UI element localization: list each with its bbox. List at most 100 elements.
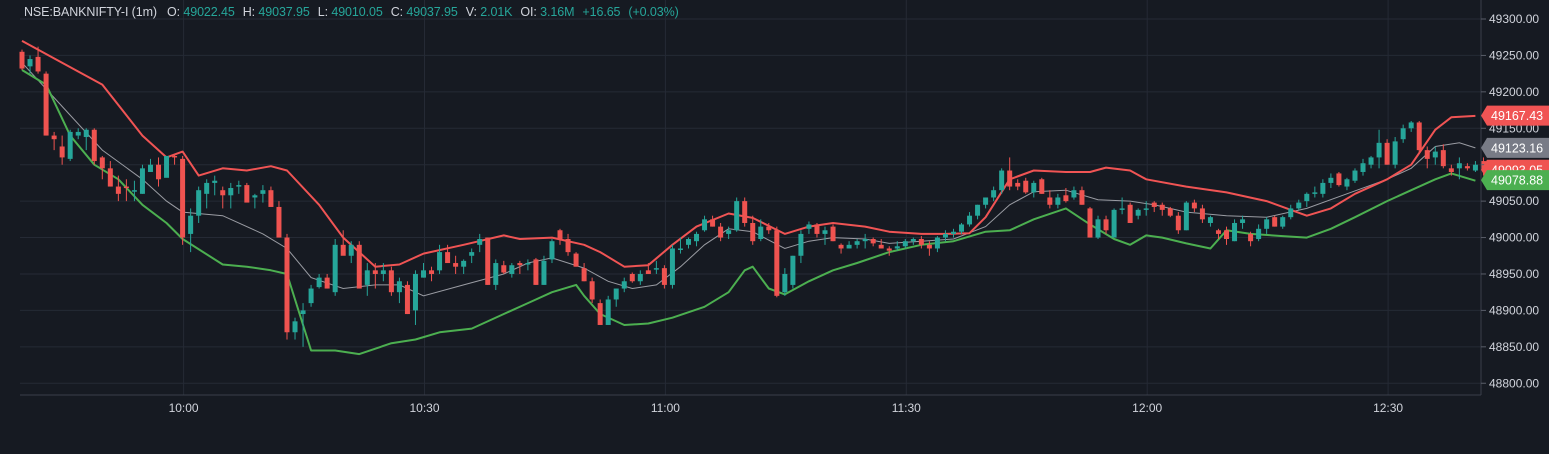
candle[interactable] <box>1384 139 1390 165</box>
candle[interactable] <box>1280 215 1286 229</box>
candle[interactable] <box>1119 197 1125 215</box>
candle[interactable] <box>1159 202 1165 216</box>
candle[interactable] <box>902 239 908 249</box>
candle[interactable] <box>734 197 740 232</box>
candle[interactable] <box>412 270 418 325</box>
candle[interactable] <box>260 185 266 203</box>
candle[interactable] <box>967 212 973 227</box>
candle[interactable] <box>356 241 362 289</box>
candle[interactable] <box>975 204 981 220</box>
symbol-label[interactable]: NSE:BANKNIFTY-I (1m) <box>24 5 157 19</box>
candle[interactable] <box>718 222 724 242</box>
candle[interactable] <box>364 263 370 296</box>
candle[interactable] <box>637 270 643 285</box>
candle[interactable] <box>220 186 226 209</box>
candle[interactable] <box>1103 215 1109 234</box>
candle[interactable] <box>822 226 828 245</box>
candle[interactable] <box>1272 215 1278 227</box>
candle[interactable] <box>91 128 97 165</box>
candle[interactable] <box>1047 190 1053 209</box>
candle[interactable] <box>685 237 691 249</box>
candle[interactable] <box>1336 171 1342 187</box>
candle[interactable] <box>1175 212 1181 234</box>
candle[interactable] <box>1392 137 1398 169</box>
candle[interactable] <box>1464 163 1470 171</box>
candle[interactable] <box>1456 157 1462 180</box>
candle[interactable] <box>99 155 105 180</box>
candle[interactable] <box>1296 199 1302 210</box>
candle[interactable] <box>750 215 756 245</box>
candle[interactable] <box>983 197 989 209</box>
candle[interactable] <box>292 317 298 340</box>
candle[interactable] <box>421 263 426 278</box>
candle[interactable] <box>1352 168 1358 183</box>
price-axis[interactable]: 49300.0049250.0049200.0049150.0049100.00… <box>1481 12 1539 390</box>
candle[interactable] <box>1400 124 1406 143</box>
candle[interactable] <box>1079 186 1085 205</box>
candle[interactable] <box>51 131 57 151</box>
candle[interactable] <box>340 230 346 256</box>
candle[interactable] <box>316 273 322 289</box>
candle[interactable] <box>894 241 900 251</box>
candle[interactable] <box>1360 158 1366 176</box>
candle[interactable] <box>525 259 531 271</box>
candle[interactable] <box>1432 146 1438 165</box>
candle[interactable] <box>429 266 435 282</box>
candle[interactable] <box>67 129 73 162</box>
candle[interactable] <box>991 186 997 202</box>
candle[interactable] <box>380 263 386 282</box>
candle[interactable] <box>147 158 153 172</box>
candle[interactable] <box>115 175 121 202</box>
candle[interactable] <box>188 208 194 253</box>
candle[interactable] <box>308 284 314 307</box>
candle[interactable] <box>477 233 483 253</box>
candle[interactable] <box>59 135 65 165</box>
candle[interactable] <box>726 226 732 240</box>
candle[interactable] <box>629 272 635 283</box>
candle[interactable] <box>1055 193 1061 209</box>
candle[interactable] <box>870 237 876 247</box>
candle[interactable] <box>372 263 378 289</box>
candle[interactable] <box>493 259 499 291</box>
candle[interactable] <box>172 153 178 165</box>
candle[interactable] <box>1111 208 1117 238</box>
candle[interactable] <box>276 201 282 238</box>
candle[interactable] <box>252 193 258 209</box>
candle[interactable] <box>348 241 354 264</box>
candle[interactable] <box>573 252 579 267</box>
candle[interactable] <box>461 259 467 274</box>
candle[interactable] <box>926 241 932 256</box>
candle[interactable] <box>702 215 708 232</box>
candle[interactable] <box>742 197 748 227</box>
candle[interactable] <box>1143 201 1149 216</box>
candle[interactable] <box>1167 206 1173 218</box>
candle[interactable] <box>782 268 788 296</box>
candle[interactable] <box>1232 219 1238 242</box>
candle[interactable] <box>549 239 555 264</box>
candle[interactable] <box>854 239 860 249</box>
candle[interactable] <box>43 71 49 136</box>
candle[interactable] <box>123 179 129 202</box>
candle[interactable] <box>1063 188 1069 203</box>
candle[interactable] <box>27 55 33 74</box>
candle[interactable] <box>1183 201 1189 231</box>
candle[interactable] <box>830 224 836 242</box>
candle[interactable] <box>469 248 475 264</box>
candle[interactable] <box>1320 179 1326 198</box>
candle[interactable] <box>1151 201 1157 213</box>
candle[interactable] <box>1039 177 1045 194</box>
candle[interactable] <box>453 255 459 274</box>
candle[interactable] <box>268 186 274 207</box>
candle[interactable] <box>396 277 402 304</box>
candle[interactable] <box>758 219 764 242</box>
candle[interactable] <box>1440 144 1446 169</box>
candle[interactable] <box>677 237 683 254</box>
candle[interactable] <box>1135 208 1141 220</box>
candle[interactable] <box>1191 199 1197 213</box>
candle-series[interactable] <box>19 46 1486 347</box>
candle[interactable] <box>918 236 924 249</box>
candle[interactable] <box>846 241 852 249</box>
candle[interactable] <box>509 263 515 278</box>
candle[interactable] <box>766 222 772 234</box>
